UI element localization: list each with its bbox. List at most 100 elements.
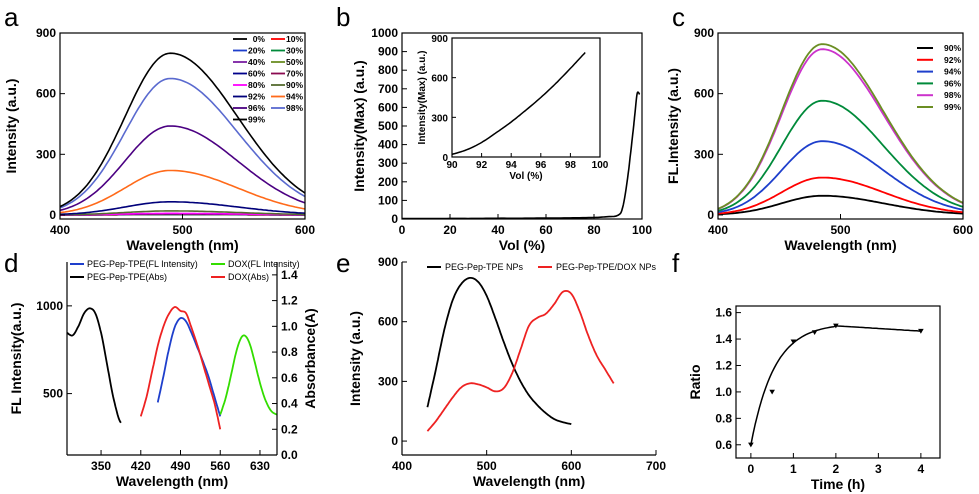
panel-b-xtick-label: 80 xyxy=(587,223,601,237)
panel-d-right-ytick-label: 0.6 xyxy=(281,371,298,385)
panel-a-xtick-label: 500 xyxy=(172,223,192,237)
panel-d-right-ytick-label: 1.0 xyxy=(281,319,298,333)
panel-d-ytick-label: 500 xyxy=(43,387,63,401)
panel-e-ytick-label: 900 xyxy=(378,255,398,269)
panel-b-inset-ytick-label: 300 xyxy=(431,113,448,124)
panel-a-ytick-label: 900 xyxy=(36,26,56,40)
panel-b-inset-xtick-label: 98 xyxy=(565,160,577,171)
panel-letter-c: c xyxy=(672,2,685,32)
panel-a-series-line xyxy=(59,169,306,214)
panel-a-legend-label: 96% xyxy=(248,103,265,113)
panel-d-xtick-label: 350 xyxy=(91,459,111,473)
panel-c-legend-label: 96% xyxy=(944,78,961,88)
panel-a-x-axis-title: Wavelength (nm) xyxy=(126,237,238,253)
panel-b-ytick-label: 100 xyxy=(378,193,398,207)
panel-a-legend-label: 30% xyxy=(286,46,303,56)
panel-f-xtick-label: 0 xyxy=(748,462,755,476)
panel-letter-a: a xyxy=(4,2,19,32)
panel-a-legend-label: 0% xyxy=(253,34,266,44)
panel-f-xtick-label: 2 xyxy=(833,462,840,476)
panel-a-series-line xyxy=(59,125,306,212)
panel-c-xtick-label: 500 xyxy=(830,223,850,237)
panel-e-xtick-label: 500 xyxy=(477,459,497,473)
panel-f-data-point xyxy=(918,328,924,334)
panel-f-fit-curve xyxy=(750,325,921,445)
panel-f-ytick-label: 1.0 xyxy=(715,385,732,399)
panel-b-xtick-label: 0 xyxy=(399,223,406,237)
panel-d-xtick-label: 420 xyxy=(131,459,151,473)
panel-c-series-line xyxy=(717,176,964,215)
panel-a-xtick-label: 600 xyxy=(295,223,315,237)
panel-d-legend-label: DOX(FL Intensity) xyxy=(228,259,300,269)
panel-e-x-axis-title: Wavelength (nm) xyxy=(473,473,585,489)
panel-c-series-line xyxy=(717,43,964,210)
panel-c-ytick-label: 300 xyxy=(694,147,714,161)
panel-c-xtick-label: 600 xyxy=(953,223,973,237)
panel-c-series-line xyxy=(717,99,964,212)
panel-letter-e: e xyxy=(336,248,350,278)
panel-letter-f: f xyxy=(672,248,680,278)
panel-b-inset-ytick-label: 600 xyxy=(431,74,448,85)
panel-f-x-axis-title: Time (h) xyxy=(811,476,865,492)
panel-b-ytick-label: 0 xyxy=(391,212,398,226)
panel-c-ytick-label: 600 xyxy=(694,87,714,101)
panel-a-legend-label: 40% xyxy=(248,57,265,67)
panel-d-right-ytick-label: 1.2 xyxy=(281,294,298,308)
panel-a-legend-label: 20% xyxy=(248,46,265,56)
panel-e-xtick-label: 400 xyxy=(392,459,412,473)
panel-b-ytick-label: 200 xyxy=(378,175,398,189)
panel-b-inset-curve xyxy=(451,52,586,156)
panel-a-legend-label: 10% xyxy=(286,34,303,44)
panel-d-y-axis-title: FL Intensity(a.u.) xyxy=(8,303,24,415)
panel-a-xtick-label: 400 xyxy=(50,223,70,237)
panel-e-ytick-label: 600 xyxy=(378,315,398,329)
panel-f-data-point xyxy=(811,330,818,336)
panel-f-ytick-label: 1.2 xyxy=(715,358,732,372)
panel-a-series-line xyxy=(60,210,305,216)
panel-f-ytick-label: 1.4 xyxy=(715,332,732,346)
panel-b-inset-xtick-label: 92 xyxy=(476,160,488,171)
panel-e-xtick-label: 600 xyxy=(561,459,581,473)
panel-e-xtick-label: 700 xyxy=(646,459,666,473)
panel-b-inset-y-axis-title: Intensity(Max) (a.u.) xyxy=(417,51,428,145)
panel-f-xtick-label: 3 xyxy=(875,462,882,476)
panel-c-x-axis-title: Wavelength (nm) xyxy=(784,237,896,253)
panel-b-ytick-label: 300 xyxy=(378,156,398,170)
panel-d-xtick-label: 490 xyxy=(170,459,190,473)
panel-b-ytick-label: 1000 xyxy=(371,26,398,40)
panel-a-legend-label: 92% xyxy=(248,92,265,102)
panel-b-ytick-label: 500 xyxy=(378,119,398,133)
panel-d-legend-label: PEG-Pep-TPE(FL Intensity) xyxy=(87,259,198,269)
panel-b-xtick-label: 100 xyxy=(632,223,652,237)
panel-letter-b: b xyxy=(336,2,350,32)
panel-d-series-line xyxy=(156,316,222,417)
panel-c-legend-label: 90% xyxy=(944,43,961,53)
panel-a-y-axis-title: Intensity (a.u.) xyxy=(3,79,19,174)
panel-c-xtick-label: 400 xyxy=(708,223,728,237)
panel-c-legend-label: 98% xyxy=(944,90,961,100)
panel-b-ytick-label: 900 xyxy=(378,45,398,59)
panel-a-legend-label: 99% xyxy=(248,115,265,125)
panel-b-inset-xtick-label: 90 xyxy=(446,160,458,171)
panel-b-inset-frame xyxy=(451,37,601,158)
panel-a-legend-label: 50% xyxy=(286,57,303,67)
panel-b-y-axis-title: Intensity(Max) (a.u.) xyxy=(351,60,367,191)
panel-c-frame xyxy=(717,32,964,220)
panel-f-xtick-label: 1 xyxy=(790,462,797,476)
panel-a-ytick-label: 300 xyxy=(36,147,56,161)
panel-c-ytick-label: 0 xyxy=(707,208,714,222)
panel-c-legend-label: 92% xyxy=(944,55,961,65)
panel-a-legend-label: 98% xyxy=(286,103,303,113)
panel-b-inset-ytick-label: 900 xyxy=(431,34,448,45)
panel-b-xtick-label: 40 xyxy=(491,223,505,237)
panel-c-y-axis-title: FL.Intensity (a.u.) xyxy=(665,68,681,184)
panel-d-legend-label: DOX(Abs) xyxy=(228,272,269,282)
panel-e-ytick-label: 0 xyxy=(391,434,398,448)
panel-b-inset-ytick-label: 0 xyxy=(442,153,448,164)
panel-b-inset-xtick-label: 100 xyxy=(592,160,609,171)
panel-b-ytick-label: 400 xyxy=(378,138,398,152)
panel-d-series-line xyxy=(139,306,222,430)
panel-c-legend-label: 94% xyxy=(944,67,961,77)
panel-f-ytick-label: 1.6 xyxy=(715,306,732,320)
